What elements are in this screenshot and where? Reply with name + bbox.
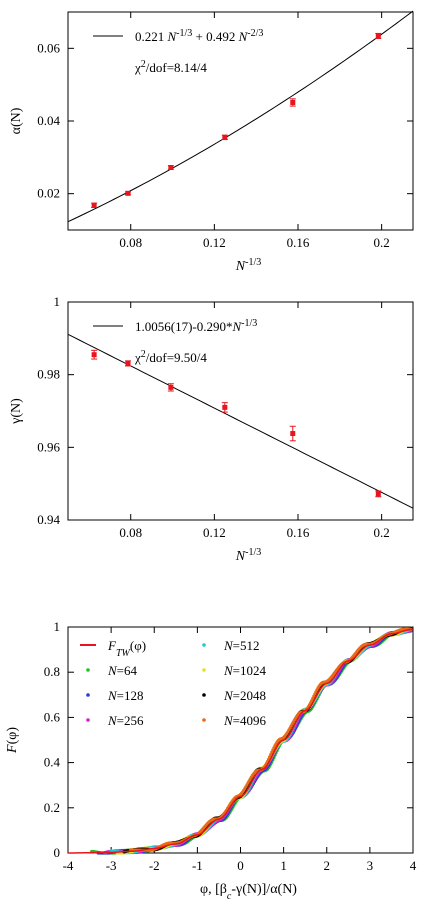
x-tick-label: -1: [192, 858, 203, 873]
y-tick-label: 1: [54, 294, 61, 309]
y-tick-label: 0.04: [37, 113, 60, 128]
x-tick-label: 0.16: [287, 525, 310, 540]
plot-frame: [67, 301, 414, 521]
data-point: [375, 33, 381, 39]
x-tick-label: -4: [63, 858, 74, 873]
legend-chi2-label: χ2/dof=9.50/4: [134, 349, 207, 366]
legend-entry-label: N=128: [107, 688, 144, 703]
x-tick-label: 4: [410, 858, 417, 873]
alpha-panel: 0.08 0.12 0.16 0.2 0.02 0.04 0.06 N-1/3 α(N) 0.22…: [9, 10, 414, 275]
legend-entry-label: N=1024: [223, 663, 267, 678]
x-tick-label: -2: [149, 858, 160, 873]
x-tick-label: 0: [237, 858, 244, 873]
legend-swatch-point: [202, 693, 206, 697]
fit-curve: [67, 333, 414, 509]
y-axis-title: α(N): [9, 107, 24, 134]
x-tick-label: 0.08: [119, 235, 142, 250]
x-tick-label: 0.2: [374, 525, 390, 540]
y-tick-label: 0.02: [37, 186, 60, 201]
legend-fit-label: 0.221 N-1/3 + 0.492 N-2/3: [135, 28, 263, 45]
data-point: [222, 404, 228, 410]
legend-entry-label: N=2048: [223, 688, 266, 703]
data-point: [375, 491, 381, 497]
data-point: [222, 134, 228, 140]
y-tick-label: 0.6: [44, 709, 61, 724]
gamma-panel: 0.08 0.12 0.16 0.2 0.94 0.96 0.98 1 N-1/3 γ(N) 1.0…: [9, 294, 414, 565]
x-axis-title: N-1/3: [235, 257, 261, 275]
data-point: [290, 431, 296, 437]
legend-swatch-point: [86, 693, 90, 697]
legend-swatch-point: [86, 718, 90, 722]
data-point: [91, 352, 97, 358]
x-axis-title: φ, [βc-γ(N)]/α(N): [200, 882, 297, 902]
plot-frame: [67, 11, 414, 231]
y-axis-title: γ(N): [9, 398, 24, 425]
legend-entry-label: N=256: [107, 713, 144, 728]
y-tick-label: 0.06: [37, 40, 60, 55]
legend-entry-label: N=4096: [223, 713, 267, 728]
x-tick-label: 2: [324, 858, 331, 873]
x-tick-label: -3: [106, 858, 117, 873]
x-tick-label: 0.12: [203, 235, 226, 250]
data-point: [290, 99, 296, 105]
legend-entry-label: N=64: [107, 663, 138, 678]
data-point: [168, 384, 174, 390]
legend-entry-label: N=512: [223, 638, 260, 653]
plot-frame: [67, 626, 414, 854]
y-tick-label: 0: [54, 845, 61, 860]
data-point: [168, 165, 174, 171]
y-axis-title: F(φ): [5, 727, 20, 754]
data-point: [125, 190, 131, 196]
cdf-panel: -4 -3 -2 -1 0 1 2 3 4 0 0.2 0.4 0.6 0.8 1 φ, [βc-γ(N)]/…: [5, 619, 417, 902]
data-point: [91, 202, 97, 208]
y-tick-label: 0.98: [37, 367, 60, 382]
y-tick-label: 1: [54, 619, 61, 634]
legend-fit-label: 1.0056(17)-0.290*N-1/3: [135, 318, 257, 335]
x-tick-label: 3: [367, 858, 374, 873]
x-tick-label: 0.16: [287, 235, 310, 250]
legend-swatch-point: [202, 668, 206, 672]
x-axis-title: N-1/3: [235, 547, 261, 565]
x-tick-label: 0.08: [119, 525, 142, 540]
y-tick-label: 0.96: [37, 439, 60, 454]
y-tick-label: 0.8: [44, 664, 60, 679]
legend-swatch-point: [86, 668, 90, 672]
y-tick-label: 0.2: [44, 800, 60, 815]
x-tick-label: 0.2: [374, 235, 390, 250]
x-tick-label: 0.12: [203, 525, 226, 540]
y-tick-label: 0.94: [37, 512, 60, 527]
legend-entry-label: FTW(φ): [107, 638, 146, 659]
legend-swatch-point: [202, 718, 206, 722]
cdf-point: [269, 753, 273, 757]
y-tick-label: 0.4: [44, 755, 61, 770]
data-point: [125, 360, 131, 366]
legend-chi2-label: χ2/dof=8.14/4: [134, 59, 207, 76]
legend-swatch-point: [202, 643, 206, 647]
tw-curve: [68, 628, 414, 854]
x-tick-label: 1: [280, 858, 287, 873]
fit-curve: [67, 10, 414, 223]
